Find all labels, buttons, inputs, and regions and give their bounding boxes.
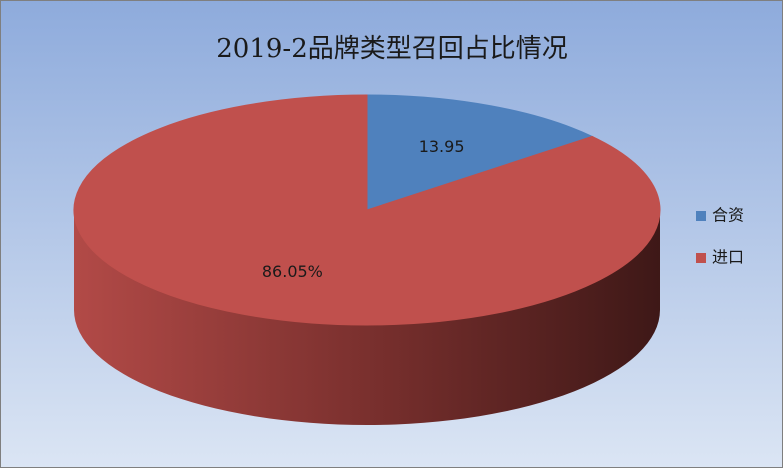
pie: 13.95 86.05% [73,94,661,425]
pie-slice [73,94,661,326]
pie-side [74,210,660,425]
chart-title: 2019-2品牌类型召回占比情况 [216,34,568,64]
legend-swatch [696,253,706,263]
data-label: 13.95 [419,137,465,156]
pie-slice [366,94,594,211]
legend-swatch [696,211,706,221]
legend-label: 进口 [712,248,744,267]
data-label: 86.05% [262,262,323,281]
legend-label: 合资 [712,206,744,225]
